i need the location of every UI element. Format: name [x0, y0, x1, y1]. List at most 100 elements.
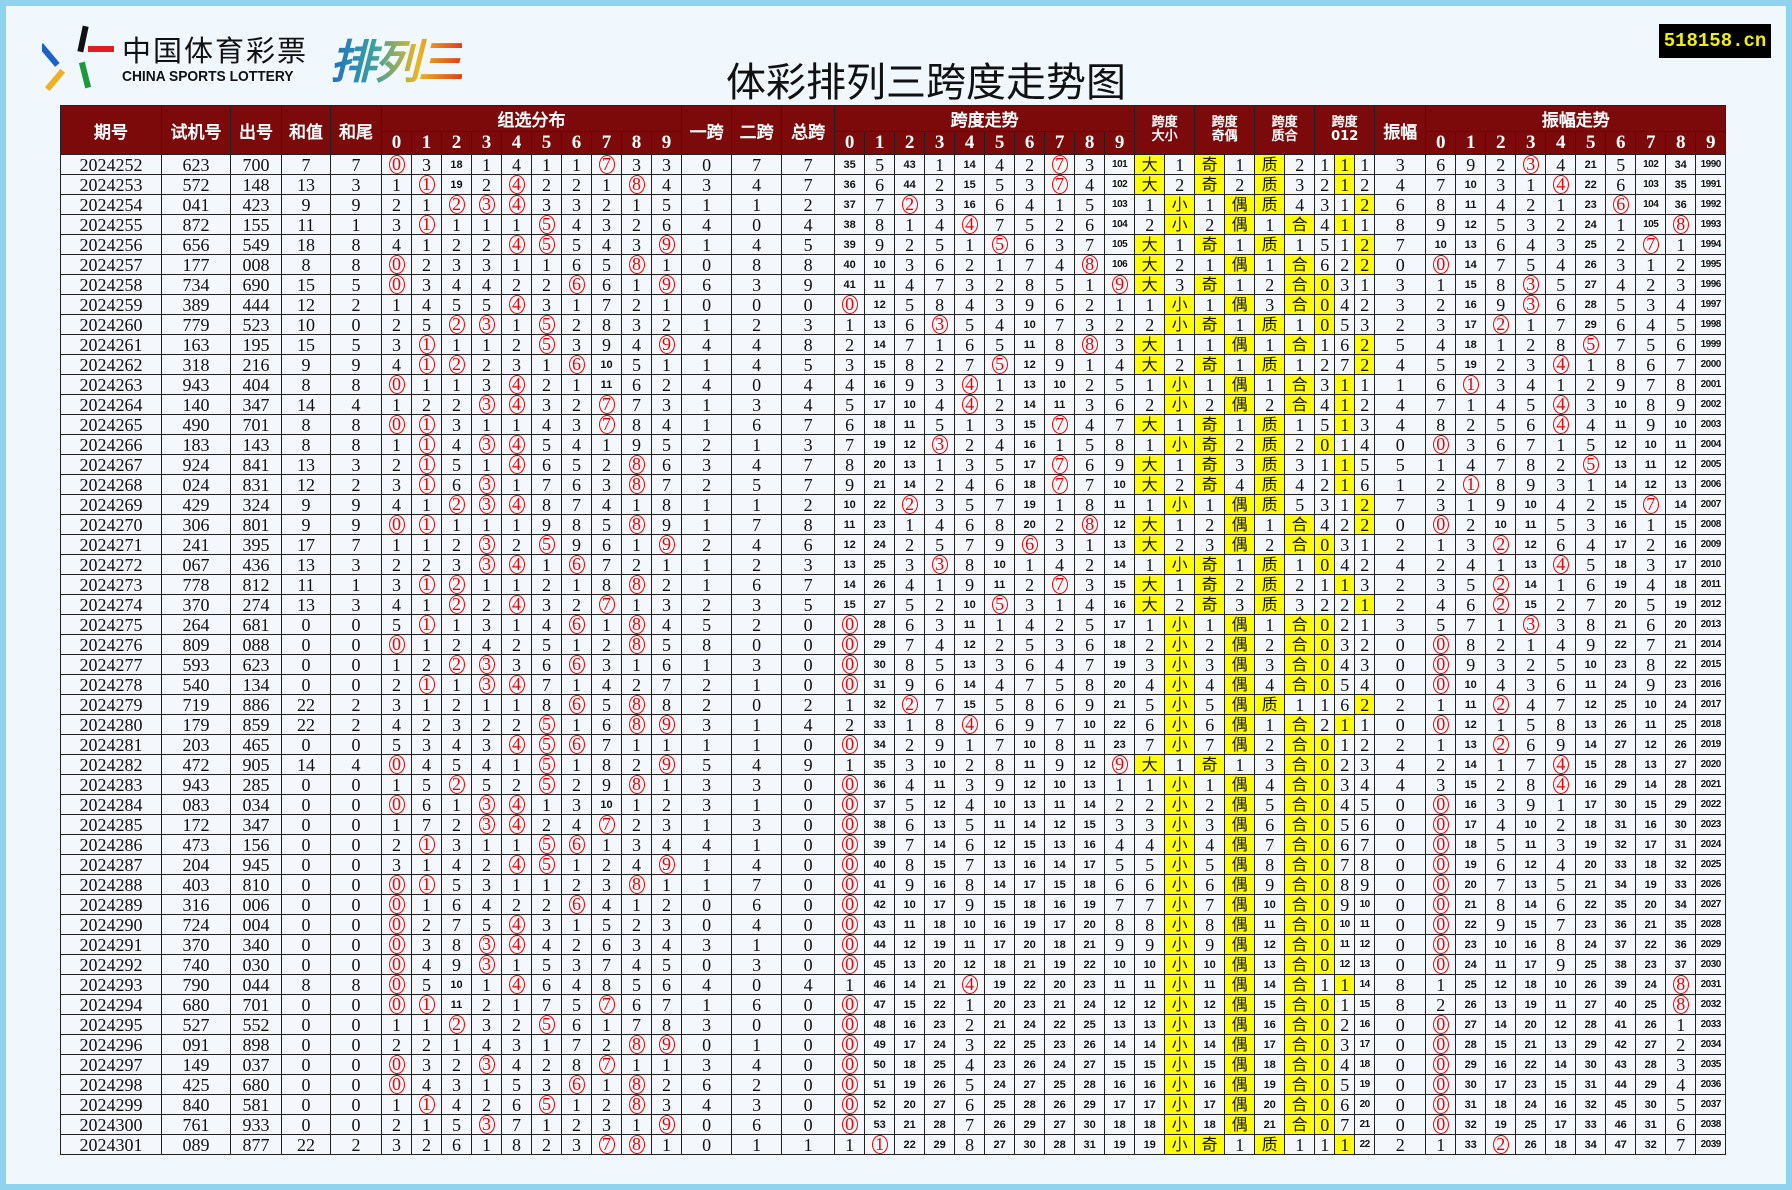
mod3-cell: 2: [1334, 614, 1356, 635]
group-cell: 6: [561, 654, 592, 675]
hit-circle: 0: [841, 815, 858, 834]
amp-trend-cell: 18: [1515, 974, 1547, 995]
mod3-cell: 7: [1334, 1114, 1356, 1135]
span-trend-cell: 10: [954, 914, 986, 935]
span-cell: 1: [781, 1134, 836, 1155]
mod3-cell: 0: [1314, 1114, 1336, 1135]
span-trend-cell: 11: [1044, 394, 1076, 415]
span2-cell: 7: [731, 154, 783, 175]
draw-number-cell: 552: [230, 1014, 282, 1035]
mod3-cell: 0: [1314, 314, 1336, 335]
group-cell: 2: [471, 594, 502, 615]
amp-trend-cell: 15: [1515, 914, 1547, 935]
span-trend-cell: 8: [954, 554, 986, 575]
parity-cell: 偶: [1224, 394, 1256, 415]
hit-circle: 5: [538, 1095, 555, 1114]
hit-circle: 0: [388, 255, 405, 274]
group-cell: 3: [381, 214, 412, 235]
amp-trend-cell: 15: [1575, 754, 1607, 775]
group-cell: 3: [621, 834, 652, 855]
span1-cell: 2: [681, 674, 733, 695]
span-trend-cell: 2: [1074, 374, 1106, 395]
amp-trend-cell: 6: [1515, 734, 1547, 755]
amp-trend-cell: 31: [1575, 1074, 1607, 1095]
amp-trend-cell: 7: [1485, 254, 1517, 275]
span-trend-cell: 1: [1104, 774, 1136, 795]
amp-trend-cell: 14: [1665, 494, 1697, 515]
span-trend-cell: 4: [1044, 654, 1076, 675]
span1-cell: 0: [681, 1034, 733, 1055]
group-cell: 2: [531, 1054, 562, 1075]
span-trend-cell: 25: [1014, 1034, 1046, 1055]
amp-cell: 0: [1374, 674, 1427, 695]
hit-circle: 7: [1051, 575, 1068, 594]
group-cell: 4: [531, 934, 562, 955]
hit-circle: 6: [568, 835, 585, 854]
hit-circle: 4: [961, 375, 978, 394]
span2-cell: 3: [731, 394, 783, 415]
table-row: 2024283 943 285 0 0 1 5 2 5 2 5 2 9 8 1 3 3 0 0 36 4 11 3 9 12 10…: [60, 774, 1727, 795]
span-trend-cell: 7: [1014, 254, 1046, 275]
amp-trend-cell: 3: [1545, 474, 1577, 495]
span-cell: 8: [781, 254, 836, 275]
span-trend-cell: 3: [1104, 334, 1136, 355]
group-cell: 0: [381, 254, 412, 275]
parity-cell: 偶: [1224, 514, 1256, 535]
span-trend-cell: 10: [1074, 714, 1106, 735]
group-cell: 8: [621, 714, 652, 735]
sum-tail-cell: 0: [330, 994, 382, 1015]
span-trend-cell: 5: [954, 494, 986, 515]
group-cell: 2: [411, 1034, 442, 1055]
group-cell: 3: [591, 1114, 622, 1135]
sum-tail-cell: 0: [330, 1054, 382, 1075]
issue-cell: 2024284: [60, 794, 162, 815]
group-cell: 6: [561, 554, 592, 575]
draw-number-cell: 886: [230, 694, 282, 715]
group-cell: 1: [531, 154, 562, 175]
span-trend-cell: 23: [864, 514, 896, 535]
hit-circle: 4: [1552, 355, 1569, 374]
prime-cell: 1: [1284, 234, 1316, 255]
size-cell: 小: [1164, 1134, 1196, 1155]
span-trend-cell: 25: [1074, 1014, 1106, 1035]
hit-circle: 0: [388, 935, 405, 954]
amp-trend-cell: 12: [1515, 854, 1547, 875]
amp-trend-cell: 11: [1455, 194, 1487, 215]
span-trend-cell: 11: [954, 934, 986, 955]
sum-tail-cell: 0: [330, 1034, 382, 1055]
span-trend-cell: 4: [984, 314, 1016, 335]
amp-trend-cell: 102: [1635, 154, 1667, 175]
group-cell: 1: [591, 174, 622, 195]
span-trend-cell: 8: [1074, 674, 1106, 695]
size-cell: 小: [1164, 294, 1196, 315]
parity-cell: 13: [1194, 1014, 1226, 1035]
span2-cell: 3: [731, 814, 783, 835]
span-trend-cell: 30: [864, 654, 896, 675]
hit-circle: 8: [628, 515, 645, 534]
amp-cell: 5: [1374, 334, 1427, 355]
group-cell: 8: [531, 694, 562, 715]
group-cell: 5: [561, 454, 592, 475]
span-trend-cell: 2: [1104, 794, 1136, 815]
prime-cell: 2: [1254, 394, 1286, 415]
sum-tail-cell: 5: [330, 334, 382, 355]
amp-trend-cell: 34: [1665, 154, 1697, 175]
mod3-cell: 1: [1314, 974, 1336, 995]
hit-circle: 9: [658, 275, 675, 294]
amp-cell: 0: [1374, 1034, 1427, 1055]
span-trend-cell: 0: [834, 794, 866, 815]
prime-cell: 合: [1284, 614, 1316, 635]
parity-cell: 偶: [1224, 534, 1256, 555]
amp-trend-cell: 4: [1545, 494, 1577, 515]
hit-circle: 0: [1432, 1015, 1449, 1034]
span-trend-cell: 4: [954, 794, 986, 815]
mod3-cell: 0: [1314, 734, 1336, 755]
span-trend-cell: 5: [924, 414, 956, 435]
hit-circle: 0: [841, 735, 858, 754]
site-badge[interactable]: 518158.cn: [1659, 24, 1771, 58]
span-trend-cell: 11: [1014, 754, 1046, 775]
span-cell: 7: [781, 454, 836, 475]
amp-trend-cell: 2: [1545, 814, 1577, 835]
hit-circle: 4: [508, 375, 525, 394]
parity-cell: 1: [1194, 194, 1226, 215]
